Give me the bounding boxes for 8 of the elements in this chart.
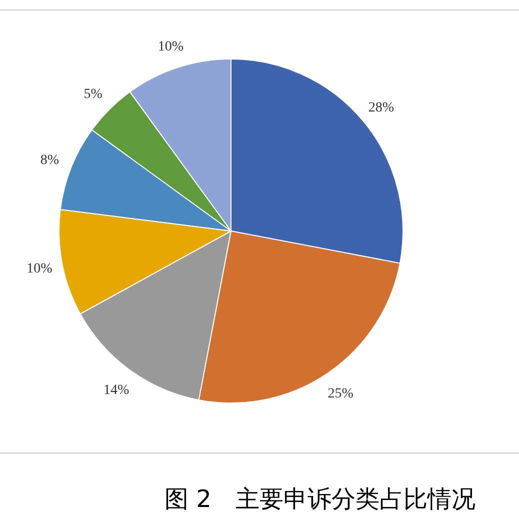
data-label: 25% — [328, 386, 354, 402]
data-label: 14% — [104, 382, 130, 398]
data-label: 8% — [40, 153, 60, 168]
data-label: 5% — [84, 87, 103, 102]
data-label: 28% — [368, 100, 394, 116]
data-label: 10% — [26, 262, 53, 277]
text: 图 2 主要申诉分类占比情况 — [164, 485, 476, 513]
data-label: 10% — [158, 40, 184, 55]
